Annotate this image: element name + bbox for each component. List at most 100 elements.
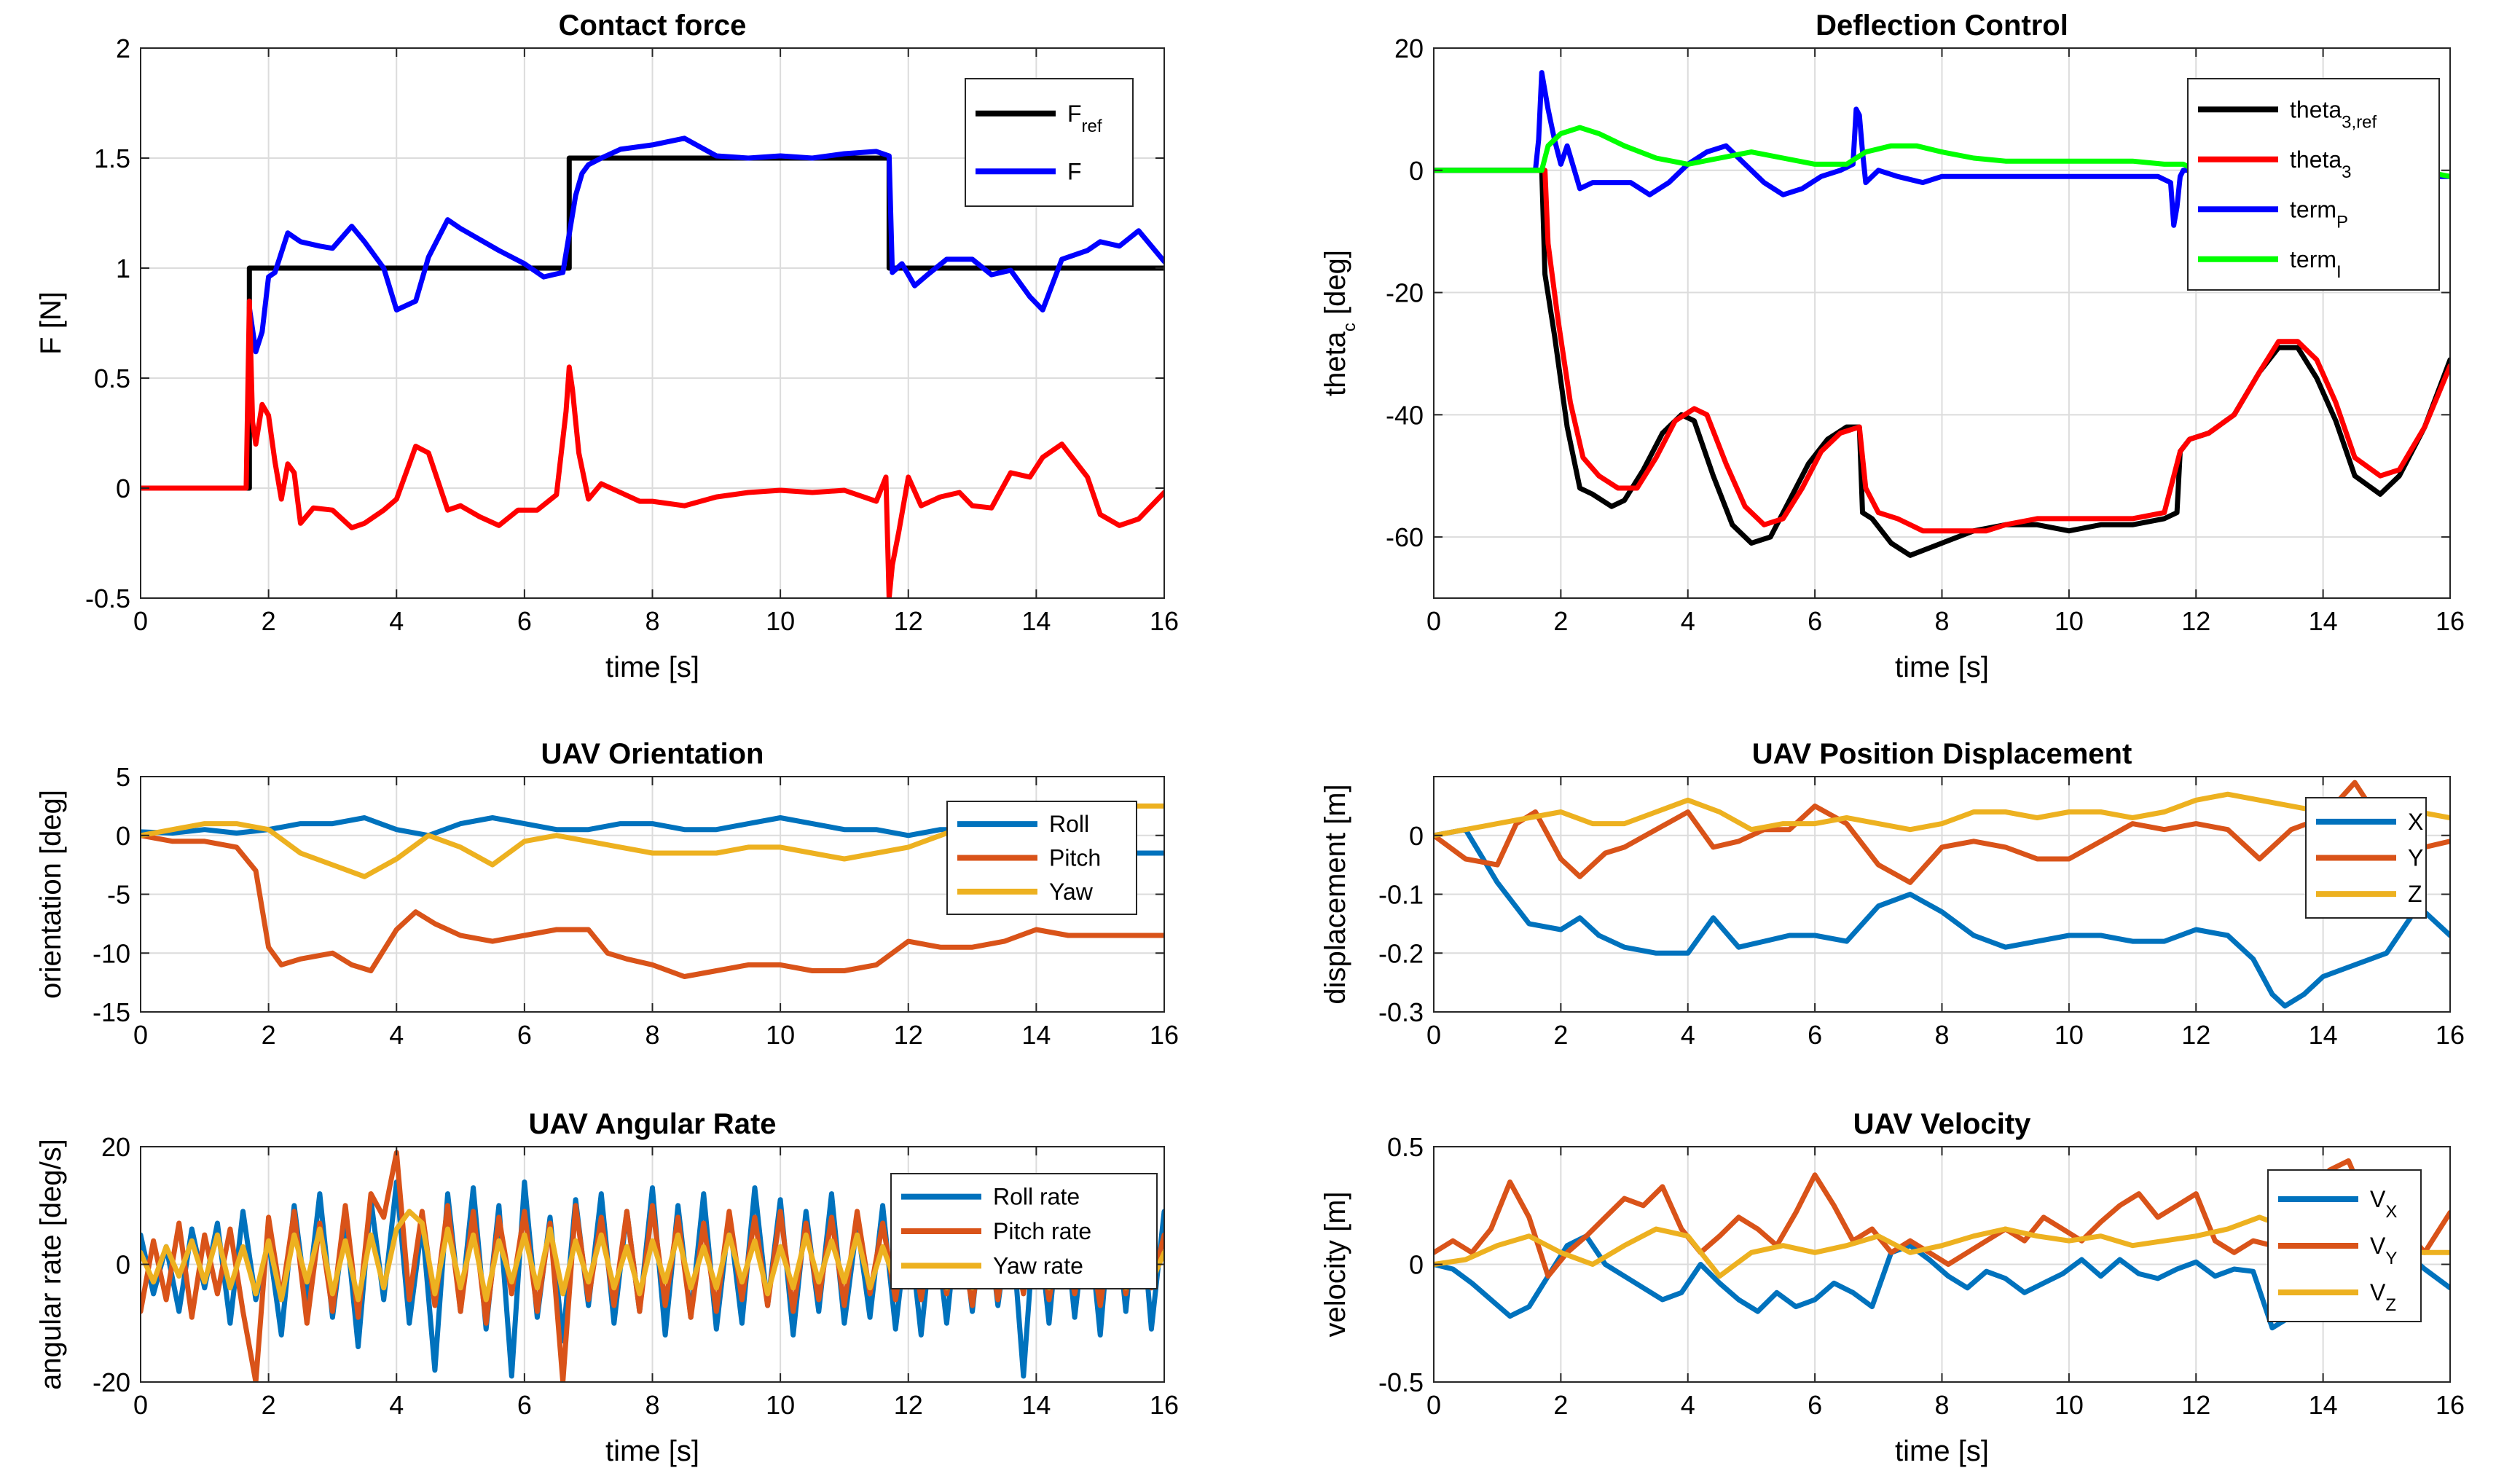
y-tick-label: 1 <box>116 254 130 283</box>
x-tick-label: 14 <box>1021 606 1051 636</box>
y-tick-label: 20 <box>101 1132 130 1162</box>
x-tick-label: 2 <box>1553 606 1568 636</box>
legend: theta3,ref theta3 termP termI <box>2187 78 2440 291</box>
x-tick-label: 0 <box>1426 606 1441 636</box>
x-tick-label: 2 <box>1553 1020 1568 1050</box>
legend-box <box>965 78 1134 207</box>
y-tick-label: 0.5 <box>1387 1132 1424 1162</box>
y-axis-label: angular rate [deg/s] <box>35 1139 67 1390</box>
y-tick-label: -0.3 <box>1378 997 1424 1027</box>
legend-label: termI <box>2290 246 2342 282</box>
legend: Roll rate Pitch rate Yaw rate <box>890 1173 1158 1289</box>
x-tick-label: 0 <box>1426 1390 1441 1420</box>
y-tick-label: -60 <box>1386 522 1424 552</box>
y-tick-label: -40 <box>1386 400 1424 430</box>
x-tick-label: 16 <box>2436 606 2465 636</box>
y-axis-label: F [N] <box>35 291 67 355</box>
legend-label: VZ <box>2370 1279 2396 1315</box>
x-tick-label: 0 <box>133 606 148 636</box>
x-tick-label: 6 <box>1808 606 1822 636</box>
legend-label: Fref <box>1067 101 1102 136</box>
x-tick-label: 6 <box>517 606 532 636</box>
legend-label: Roll <box>1049 811 1089 837</box>
x-tick-label: 16 <box>2436 1020 2465 1050</box>
legend-label: VY <box>2370 1233 2397 1268</box>
x-tick-label: 10 <box>2055 1020 2084 1050</box>
y-tick-label: 5 <box>116 762 130 792</box>
x-tick-label: 8 <box>1934 1020 1949 1050</box>
legend-label: Pitch <box>1049 845 1101 871</box>
series-line-z <box>1434 791 2450 839</box>
legend-label: Z <box>2408 881 2422 907</box>
chart-1: 0 2 4 6 8 10 12 14 16 -60 -40 -20 0 20 Deflection Cont… <box>1319 9 2465 683</box>
x-tick-label: 4 <box>1681 1390 1695 1420</box>
x-tick-label: 4 <box>389 1020 404 1050</box>
chart-title: UAV Velocity <box>1853 1108 2032 1140</box>
x-tick-label: 6 <box>1808 1390 1822 1420</box>
series-line-theta-3-ref <box>1434 168 2450 558</box>
x-tick-label: 10 <box>766 1390 795 1420</box>
y-tick-label: -0.5 <box>85 584 130 613</box>
legend-label: Yaw rate <box>993 1252 1083 1279</box>
x-tick-label: 8 <box>645 1020 659 1050</box>
x-tick-label: 2 <box>262 1390 276 1420</box>
x-tick-label: 6 <box>517 1020 532 1050</box>
y-tick-label: 0.5 <box>94 364 130 393</box>
x-tick-label: 2 <box>1553 1390 1568 1420</box>
x-tick-label: 10 <box>766 1020 795 1050</box>
x-tick-label: 8 <box>645 606 659 636</box>
x-tick-label: 0 <box>1426 1020 1441 1050</box>
series-line-x <box>1434 827 2450 1009</box>
y-tick-label: -15 <box>93 997 130 1027</box>
legend: Roll Pitch Yaw <box>946 801 1137 915</box>
y-axis-label: displacement [m] <box>1319 784 1351 1004</box>
y-tick-label: 0 <box>116 474 130 503</box>
chart-title: UAV Angular Rate <box>528 1108 776 1140</box>
series-line-term-p <box>1434 70 2450 228</box>
y-tick-label: 0 <box>1409 821 1424 851</box>
y-tick-label: 0 <box>116 1250 130 1280</box>
y-tick-label: -10 <box>93 938 130 968</box>
chart-title: UAV Orientation <box>541 738 764 770</box>
legend-box <box>2187 78 2440 291</box>
y-tick-label: -20 <box>93 1367 130 1397</box>
legend-label: F <box>1067 158 1082 184</box>
x-tick-label: 12 <box>894 606 923 636</box>
y-tick-label: -0.2 <box>1378 938 1424 968</box>
legend: XYZ <box>2305 797 2427 919</box>
legend-label: Pitch rate <box>993 1218 1091 1244</box>
series-line-pitch <box>141 833 1164 979</box>
x-tick-label: 10 <box>766 606 795 636</box>
x-tick-label: 12 <box>2181 1390 2210 1420</box>
series-line-f-ref <box>141 155 1164 491</box>
legend: Fref F <box>965 78 1134 207</box>
y-axis-label: velocity [m] <box>1319 1191 1351 1337</box>
x-tick-label: 8 <box>1934 606 1949 636</box>
x-tick-label: 14 <box>2309 1020 2338 1050</box>
x-tick-label: 6 <box>1808 1020 1822 1050</box>
x-axis-label: time [s] <box>605 1435 699 1467</box>
x-tick-label: 16 <box>1150 1020 1179 1050</box>
x-tick-label: 10 <box>2055 1390 2084 1420</box>
legend-label: VX <box>2370 1186 2397 1222</box>
x-axis-label: time [s] <box>1895 651 1989 683</box>
series-line-y <box>1434 780 2450 885</box>
x-tick-label: 8 <box>1934 1390 1949 1420</box>
x-tick-label: 14 <box>2309 1390 2338 1420</box>
y-tick-label: -5 <box>107 880 130 910</box>
legend-label: Y <box>2408 845 2423 871</box>
chart-title: Contact force <box>559 9 747 42</box>
x-tick-label: 0 <box>133 1020 148 1050</box>
series-group <box>141 136 1164 598</box>
y-axis-label: orientation [deg] <box>35 790 67 999</box>
legend-label: theta3 <box>2290 146 2352 182</box>
y-tick-label: -0.5 <box>1378 1367 1424 1397</box>
chart-2: 0 2 4 6 8 10 12 14 16 -15 -10 -5 0 5 UAV Orientation or… <box>35 738 1179 1050</box>
x-tick-label: 8 <box>645 1390 659 1420</box>
chart-title: UAV Position Displacement <box>1752 738 2132 770</box>
x-tick-label: 12 <box>894 1390 923 1420</box>
y-axis-label: thetac [deg] <box>1319 250 1359 396</box>
x-tick-label: 4 <box>389 1390 404 1420</box>
